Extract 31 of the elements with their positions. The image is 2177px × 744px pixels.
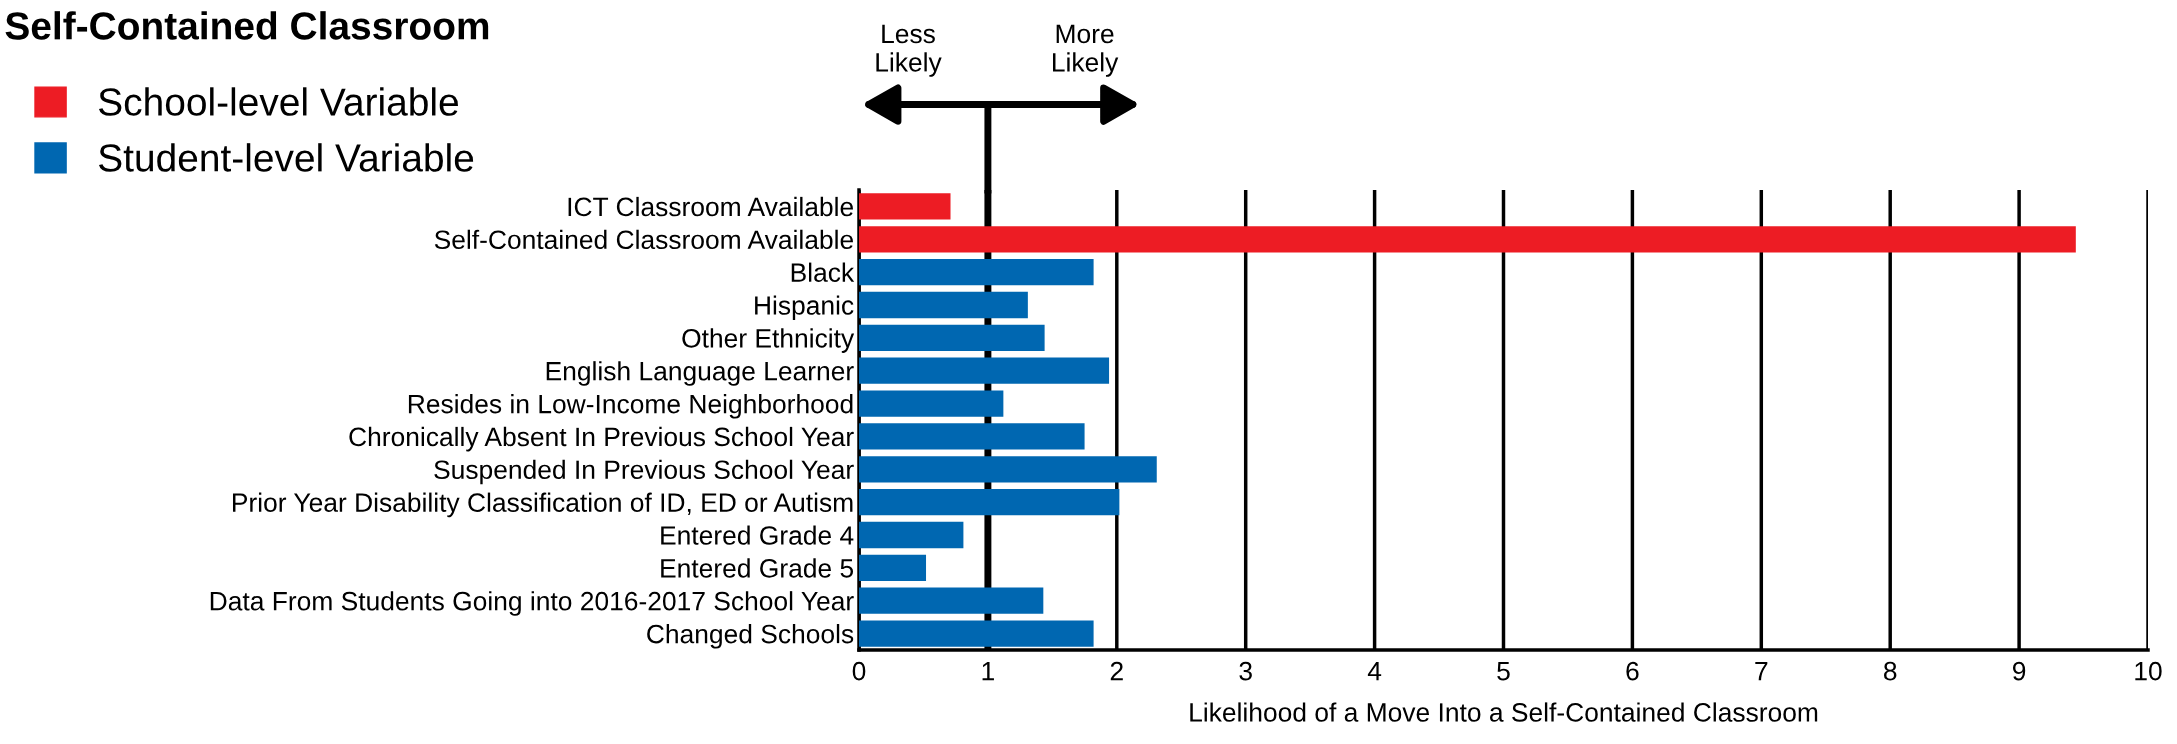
x-tick-label: 7 — [1755, 662, 1768, 681]
y-tick-label: Suspended In Previous School Year — [434, 459, 854, 485]
x-tick-label: 0 — [852, 661, 866, 681]
x-tick-label: 8 — [1884, 661, 1897, 681]
y-tick-label: English Language Learner — [546, 361, 854, 386]
y-tick-label: Chronically Absent In Previous School Year — [349, 426, 854, 452]
y-tick-label: Self-Contained Classroom Available — [434, 229, 853, 250]
y-tick-label: Entered Grade 5 — [661, 558, 854, 578]
legend-label: Student-level Variable — [98, 143, 474, 172]
y-tick-label: Other Ethnicity — [682, 328, 855, 353]
y-tick-label: ICT Classroom Available — [568, 196, 853, 217]
y-tick-label: Entered Grade 4 — [661, 525, 854, 545]
x-tick-label: 10 — [2135, 661, 2162, 681]
x-tick-label: 1 — [982, 662, 994, 681]
y-tick-label: Hispanic — [755, 295, 854, 321]
x-tick-label: 2 — [1110, 661, 1123, 681]
y-tick-label: Resides in Low-Income Neighborhood — [408, 394, 853, 419]
x-axis-title: Likelihood of a Move Into a Self-Contained Classroom — [1190, 702, 1818, 722]
y-tick-label: Data From Students Going into 2016-2017 School Year — [210, 591, 854, 616]
text: More Likely — [1053, 24, 1119, 77]
legend-label: School-level Variable — [98, 87, 458, 116]
x-tick-label: 3 — [1239, 661, 1252, 681]
x-tick-label: 6 — [1626, 661, 1639, 681]
x-tick-label: 4 — [1367, 662, 1382, 681]
y-tick-label: Prior Year Disability Classification of ID, ED or Autism — [232, 492, 853, 518]
y-tick-label: Changed Schools — [647, 624, 854, 649]
text: Less Likely — [876, 24, 942, 77]
text: Self-Contained Classroom — [5, 11, 489, 40]
y-tick-label: Black — [791, 262, 855, 282]
x-tick-label: 9 — [2013, 661, 2026, 681]
x-tick-label: 5 — [1497, 662, 1510, 681]
